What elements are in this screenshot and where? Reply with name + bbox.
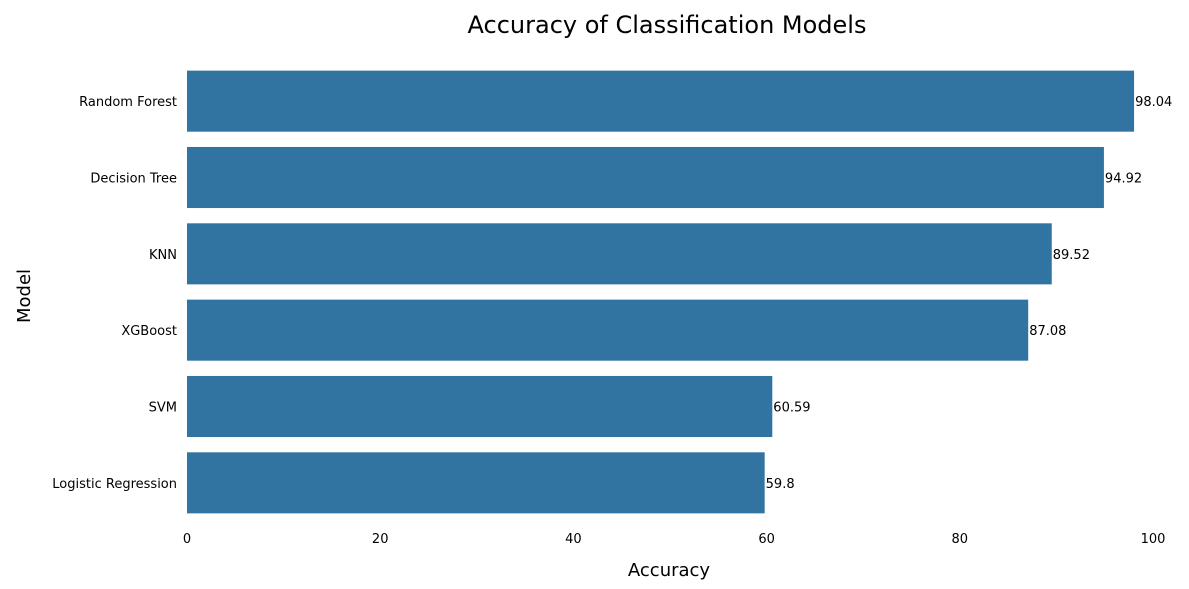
bar-decision-tree (187, 146, 1104, 209)
data-label: 89.52 (1053, 248, 1090, 263)
x-axis-label: Accuracy (628, 560, 711, 581)
x-tick-label: 40 (565, 532, 582, 547)
y-tick-label: Random Forest (79, 95, 177, 110)
data-label: 60.59 (773, 401, 810, 416)
bar-logistic-regression (187, 452, 765, 514)
x-tick-label: 60 (758, 532, 775, 547)
data-label: 94.92 (1105, 172, 1142, 187)
x-tick-label: 0 (183, 532, 191, 547)
y-tick-label: Logistic Regression (52, 477, 177, 492)
bar-xgboost (187, 299, 1029, 361)
bar-knn (187, 223, 1052, 285)
x-tick-labels: 0 20 40 60 80 100 (183, 532, 1166, 547)
data-label: 87.08 (1029, 324, 1066, 339)
bar-svm (187, 375, 773, 438)
data-label: 59.8 (766, 477, 795, 492)
y-tick-label: XGBoost (121, 324, 177, 339)
data-label: 98.04 (1135, 95, 1172, 110)
y-axis-label: Model (14, 269, 35, 323)
x-tick-label: 80 (952, 532, 969, 547)
y-tick-label: SVM (149, 401, 177, 416)
bars-group (187, 70, 1135, 514)
chart-title: Accuracy of Classification Models (468, 11, 867, 39)
y-tick-label: Decision Tree (90, 172, 177, 187)
y-tick-labels: Random Forest Decision Tree KNN XGBoost SVM L… (52, 95, 177, 492)
y-tick-label: KNN (149, 248, 177, 263)
bar-random-forest (187, 70, 1135, 132)
x-tick-label: 20 (372, 532, 389, 547)
data-labels-group: 98.04 94.92 89.52 87.08 60.59 59.8 (766, 95, 1173, 492)
x-tick-label: 100 (1141, 532, 1166, 547)
